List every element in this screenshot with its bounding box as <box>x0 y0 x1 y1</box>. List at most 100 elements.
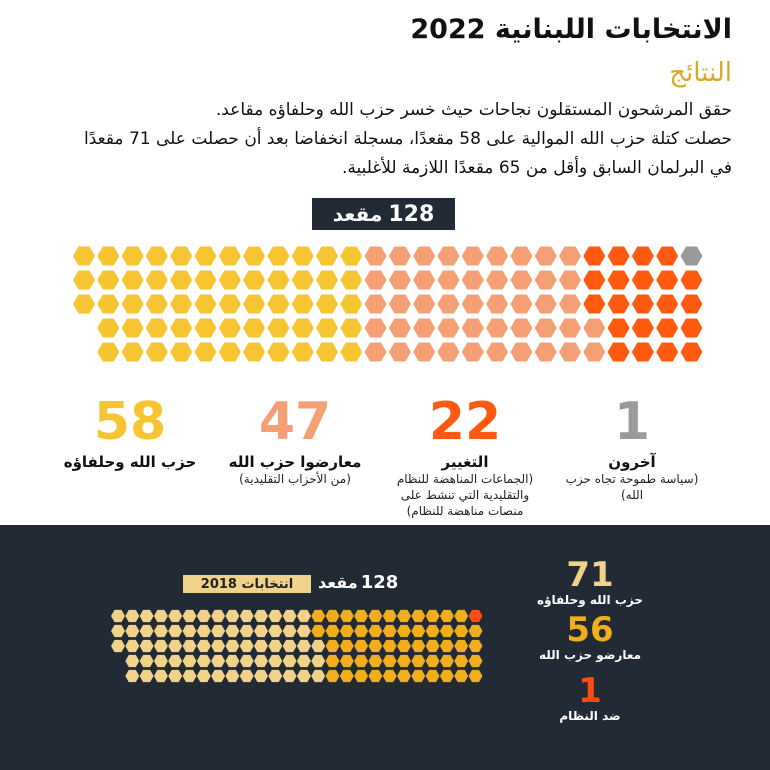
stat-2018-hezbollah-value: 71 <box>566 555 614 595</box>
seat-hexagon <box>439 654 454 668</box>
seat-hexagon <box>461 318 484 338</box>
stat-traditional-opp-value: 47 <box>258 392 332 452</box>
seat-hexagon <box>97 342 120 362</box>
seat-hexagon <box>282 669 297 683</box>
seat-hexagon <box>382 669 397 683</box>
seat-hexagon <box>510 318 533 338</box>
seat-hexagon <box>486 270 509 290</box>
stat-others-note: (سياسة طموحة تجاه حزب الله) <box>565 472 699 502</box>
seat-hexagon <box>194 270 217 290</box>
seat-hexagon <box>340 294 363 314</box>
seat-hexagon <box>461 342 484 362</box>
seat-hexagon <box>282 654 297 668</box>
seat-hexagon <box>316 342 338 362</box>
seat-hexagon <box>631 270 654 290</box>
seat-hexagon <box>656 246 679 266</box>
seat-hexagon <box>486 246 509 266</box>
seat-hexagon <box>243 294 266 314</box>
seat-hexagon <box>368 624 383 638</box>
seat-hexagon <box>607 246 630 266</box>
seat-hexagon <box>139 609 154 623</box>
intro-line-2: حصلت كتلة حزب الله الموالية على 58 مقعدً… <box>83 129 732 149</box>
seat-hexagon <box>340 270 363 290</box>
seat-hexagon <box>194 294 217 314</box>
seat-hexagon <box>291 246 314 266</box>
stat-2018-anti-system-name: ضد النظام <box>559 709 621 723</box>
seat-hexagon <box>225 624 240 638</box>
seat-hexagon <box>468 624 483 638</box>
seat-hexagon <box>583 270 606 290</box>
seat-hexagon <box>316 318 338 338</box>
seat-hexagon <box>153 669 168 683</box>
seat-hexagon <box>382 609 397 623</box>
seat-hexagon <box>411 669 426 683</box>
seat-hexagon <box>254 609 268 623</box>
stat-2018-hezbollah-name: حزب الله وحلفاؤه <box>536 593 643 607</box>
seat-hexagon <box>182 654 197 668</box>
seat-hexagon <box>437 294 460 314</box>
stat-traditional-opp-name: معارضوا حزب الله <box>228 453 362 471</box>
seat-hexagon <box>145 246 168 266</box>
seat-hexagon <box>437 342 460 362</box>
seat-hexagon <box>125 639 140 653</box>
seat-hexagon <box>121 294 144 314</box>
seat-hexagon <box>607 294 630 314</box>
seat-hexagon <box>510 294 533 314</box>
seat-hexagon <box>437 318 460 338</box>
seat-hexagon <box>413 342 436 362</box>
stat-hezbollah: 58 حزب الله وحلفاؤه <box>40 395 220 471</box>
total-2018-value: 128 <box>360 572 399 593</box>
seat-hexagon <box>439 639 454 653</box>
seat-hexagon <box>559 246 581 266</box>
seat-hexagon <box>196 639 211 653</box>
seat-hexagon <box>97 318 120 338</box>
seat-hexagon <box>139 624 154 638</box>
seat-hexagon <box>454 654 469 668</box>
seat-hexagon <box>340 342 363 362</box>
seat-hexagon <box>239 624 254 638</box>
seat-hexagon <box>243 318 266 338</box>
seat-hexagon <box>267 294 290 314</box>
seat-hexagon <box>680 246 703 266</box>
seat-hexagon <box>111 609 125 623</box>
seat-hexagon <box>364 246 387 266</box>
seat-hexagon <box>339 639 354 653</box>
seat-hexagon <box>425 624 440 638</box>
seat-hexagon <box>254 654 268 668</box>
seat-hexagon <box>486 342 509 362</box>
seat-hexagon <box>339 609 354 623</box>
elections-2018-badge: انتخابات 2018 <box>183 575 311 593</box>
seat-hexagon <box>268 669 283 683</box>
seat-hexagon <box>559 342 581 362</box>
seat-hexagon <box>534 294 557 314</box>
seat-hexagon <box>170 342 193 362</box>
seat-hexagon <box>311 609 326 623</box>
seat-hexagon <box>607 318 630 338</box>
seat-hexagon <box>454 624 469 638</box>
seat-hexagon <box>340 318 363 338</box>
seat-hexagon <box>411 654 426 668</box>
seat-hexagon <box>182 669 197 683</box>
seat-hexagon <box>282 609 297 623</box>
seat-hexagon <box>425 609 440 623</box>
seat-hexagon <box>225 609 240 623</box>
seat-hexagon <box>291 294 314 314</box>
seat-hexagon <box>139 639 154 653</box>
seat-hexagon <box>316 270 338 290</box>
seat-hexagon <box>413 318 436 338</box>
seat-hexagon <box>583 294 606 314</box>
seat-hexagon <box>139 654 154 668</box>
seat-hexagon <box>461 270 484 290</box>
seat-hexagon <box>559 294 581 314</box>
seat-hexagon <box>194 246 217 266</box>
seat-hexagon <box>139 669 154 683</box>
seat-hexagon <box>211 639 226 653</box>
seat-hexagon <box>388 318 411 338</box>
seat-hexagon <box>316 294 338 314</box>
seat-hexagon <box>468 609 483 623</box>
seat-hexagon <box>437 246 460 266</box>
total-seats-badge: 128 مقعد <box>312 198 455 230</box>
seat-hexagon <box>397 669 411 683</box>
seat-hexagon <box>411 624 426 638</box>
seats-2022-hex-grid <box>73 246 703 362</box>
